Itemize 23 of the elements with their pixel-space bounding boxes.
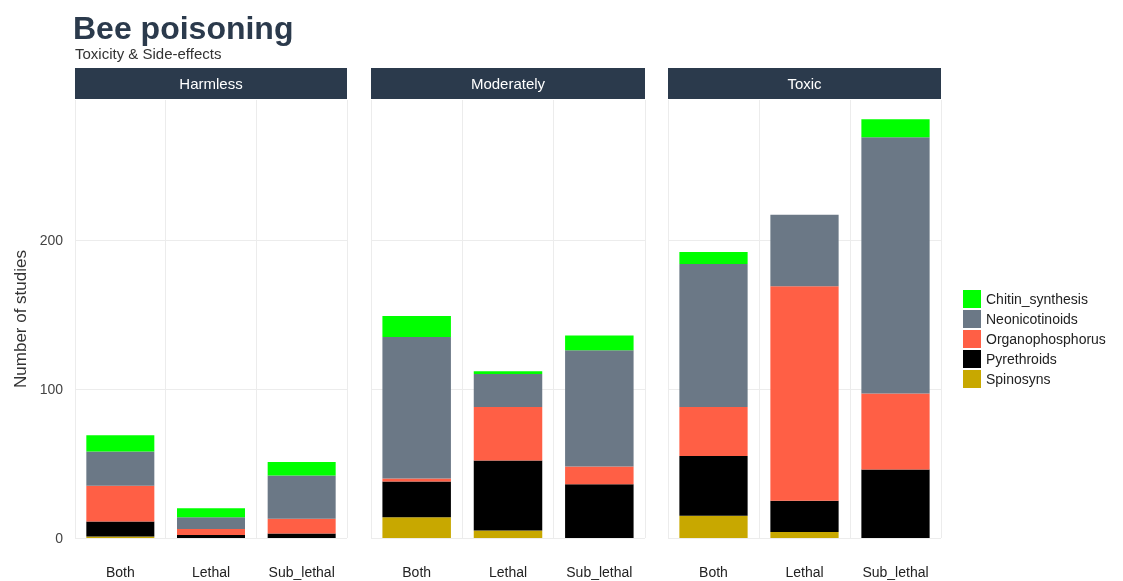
chart-title: Toxic — [787, 75, 823, 92]
x-tick-label: Sub_lethal — [268, 564, 335, 580]
x-tick-label: Both — [699, 564, 728, 580]
y-tick-label: 0 — [55, 530, 64, 546]
x-tick-label: Both — [402, 564, 432, 580]
y-tick-label: 100 — [39, 381, 64, 398]
x-tick-label: Lethal — [785, 564, 824, 580]
y-axis-title: Number of studies — [10, 250, 30, 388]
x-tick-label: Lethal — [488, 564, 528, 580]
x-tick-label: Sub_lethal — [862, 564, 929, 580]
x-tick-label: Sub_lethal — [566, 564, 633, 580]
chart-title: Moderately — [470, 75, 546, 92]
text: Toxicity & Side-effects — [75, 45, 222, 62]
legend-label: Spinosyns — [986, 371, 1051, 387]
x-tick-label: Lethal — [191, 564, 231, 580]
y-tick-label: 200 — [39, 232, 64, 249]
text: Bee poisoning — [73, 10, 294, 46]
legend-label: Pyrethroids — [986, 351, 1057, 367]
legend-label: Neonicotinoids — [986, 311, 1078, 327]
chart-title: Harmless — [179, 75, 243, 92]
x-tick-label: Both — [105, 564, 135, 580]
legend-label: Chitin_synthesis — [986, 291, 1088, 307]
legend-label: Organophosphorus — [986, 331, 1106, 347]
